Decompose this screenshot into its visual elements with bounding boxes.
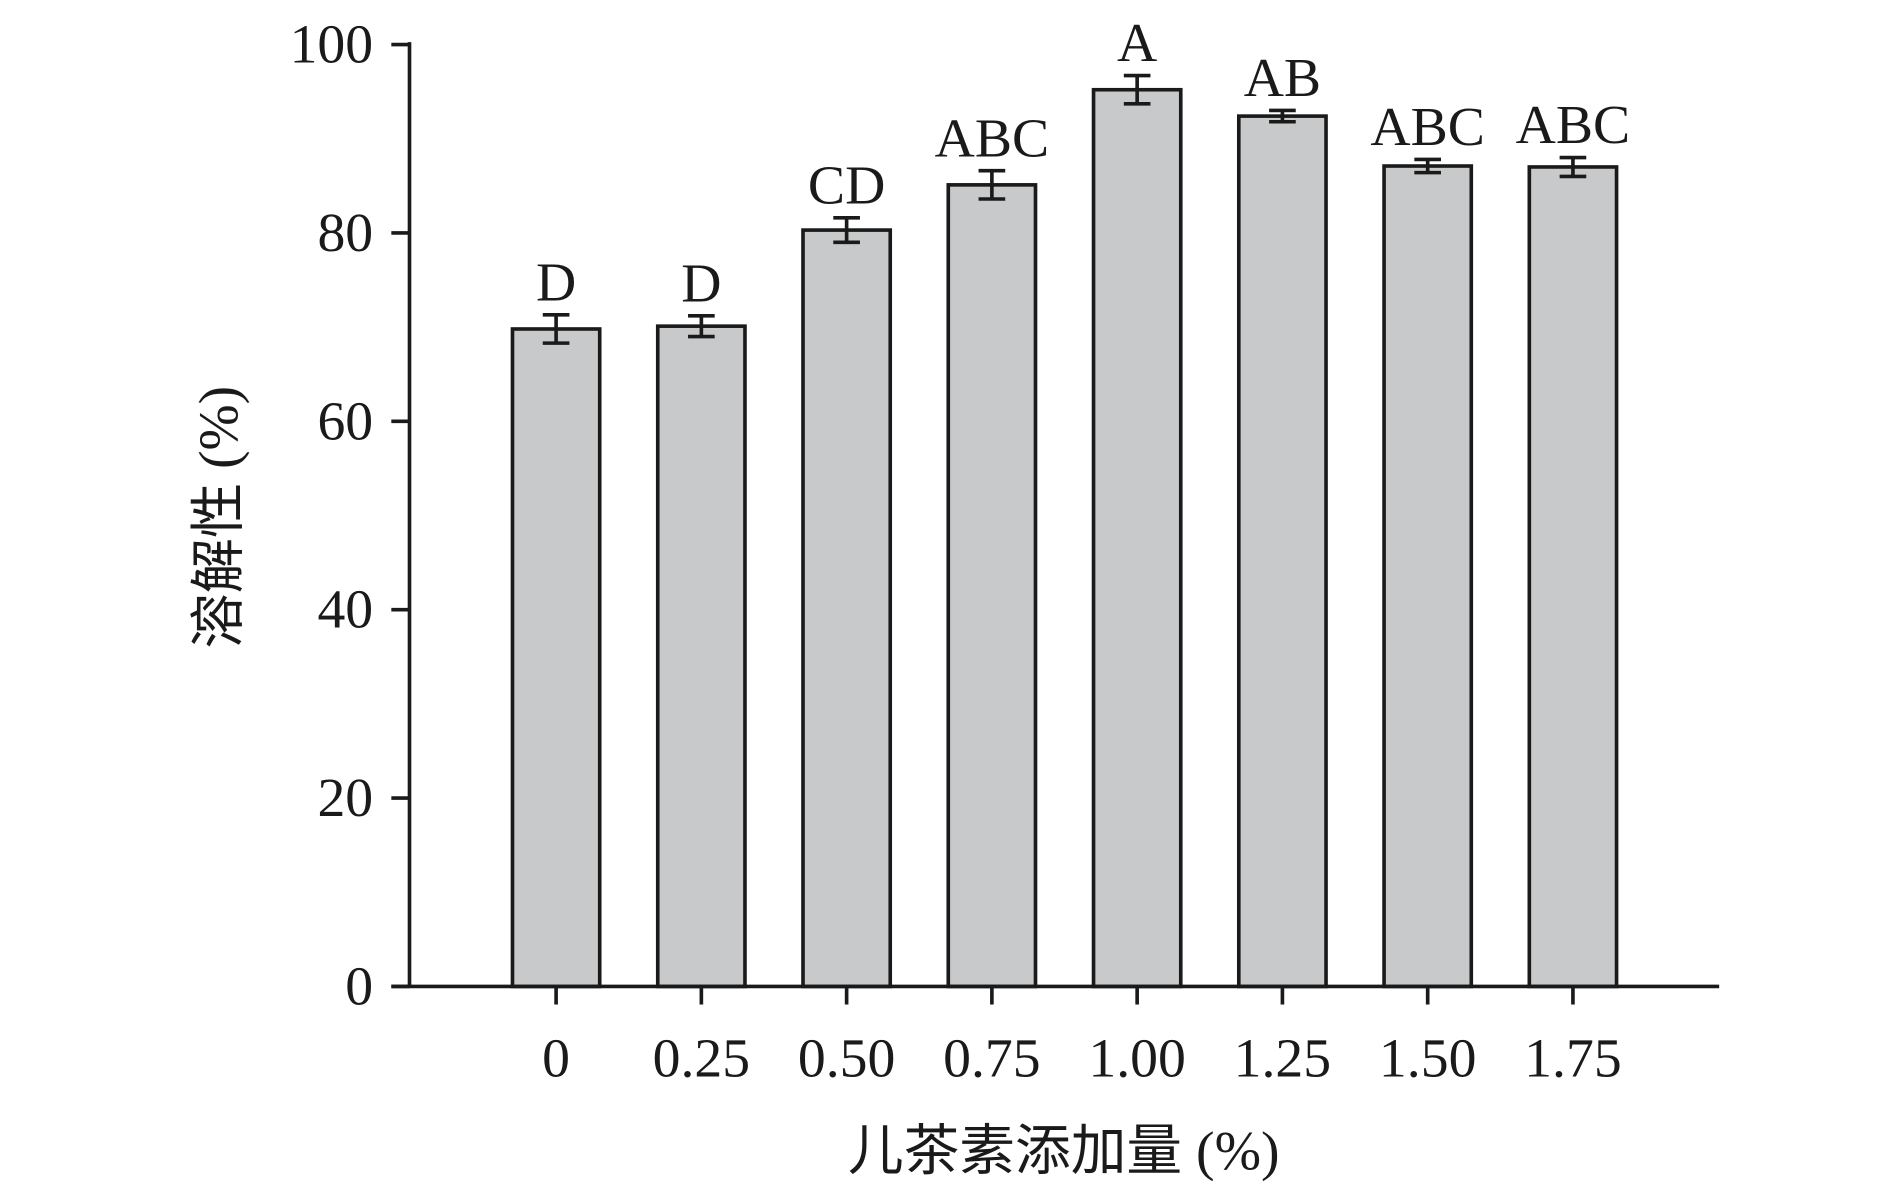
- y-axis-label: 溶解性 (%): [189, 386, 250, 649]
- y-tick-label: 100: [290, 15, 374, 76]
- bar: [801, 228, 893, 989]
- bar: [1236, 114, 1328, 989]
- x-tick-label: 0: [542, 1029, 570, 1090]
- axes-group: [391, 42, 1720, 989]
- x-tick-label: 0.25: [653, 1029, 750, 1090]
- significance-label: AB: [1244, 48, 1321, 109]
- significance-label: ABC: [935, 108, 1050, 169]
- y-tick-label: 40: [317, 580, 373, 641]
- significance-label: ABC: [1370, 97, 1485, 158]
- bar: [1382, 164, 1474, 989]
- x-tick-label: 0.75: [943, 1029, 1040, 1090]
- x-tick-label: 1.75: [1524, 1029, 1621, 1090]
- y-ticks-group: 0 20 40 60 80 100: [290, 15, 410, 1018]
- bar: [655, 324, 747, 989]
- y-tick-label: 20: [317, 768, 373, 829]
- bar: [946, 183, 1038, 989]
- bars-group: D D CD ABC A AB ABC ABC: [510, 13, 1631, 989]
- bar: [510, 327, 602, 989]
- significance-label: ABC: [1516, 95, 1631, 156]
- y-tick-label: 0: [345, 957, 373, 1018]
- significance-label: D: [536, 253, 576, 314]
- significance-label: D: [681, 254, 721, 315]
- significance-label: CD: [808, 156, 885, 217]
- y-tick-label: 80: [317, 203, 373, 264]
- x-axis-label: 儿茶素添加量 (%): [848, 1122, 1280, 1183]
- x-tick-label: 1.00: [1088, 1029, 1185, 1090]
- y-tick-label: 60: [317, 392, 373, 453]
- bar: [1091, 87, 1183, 989]
- x-tick-label: 1.25: [1234, 1029, 1331, 1090]
- significance-label: A: [1117, 13, 1157, 74]
- x-tick-label: 0.50: [798, 1029, 895, 1090]
- x-ticks-group: 0 0.25 0.50 0.75 1.00 1.25 1.50 1.75: [542, 986, 1622, 1090]
- bar: [1527, 165, 1619, 989]
- x-tick-label: 1.50: [1379, 1029, 1476, 1090]
